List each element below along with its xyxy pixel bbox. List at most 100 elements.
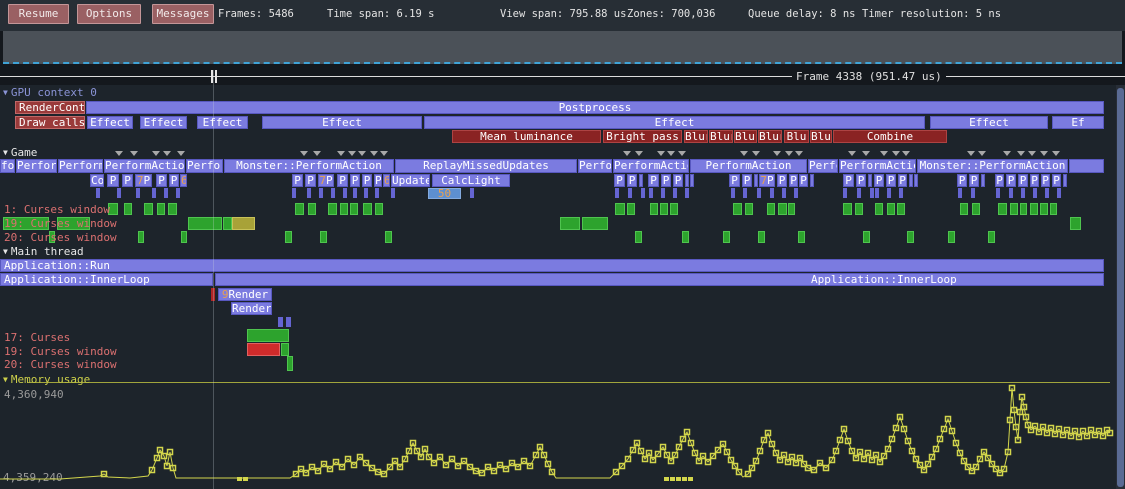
zone-perfo[interactable]: Perfo [578,159,612,173]
zone-tick[interactable] [971,188,975,198]
section-game[interactable]: ▼ Game [3,146,38,159]
zone-bar[interactable] [385,231,392,243]
zone-bar[interactable] [211,288,215,301]
zone-p[interactable]: P [362,174,372,187]
zone-bar[interactable] [108,203,118,215]
zone-bar[interactable] [223,217,232,230]
zone-bar[interactable] [168,203,177,215]
zone-tick[interactable] [319,188,323,198]
zone-bar[interactable] [810,174,814,187]
zone-tick[interactable] [899,188,903,198]
zone-effect[interactable]: Effect [424,116,925,129]
zone-tick[interactable] [743,188,747,198]
zone-bright-pass[interactable]: Bright pass [603,130,682,143]
zone-bar[interactable] [843,203,852,215]
zone-tick[interactable] [353,188,357,198]
zone-bar[interactable] [855,203,863,215]
zone-p[interactable]: P [898,174,907,187]
zone-bar[interactable] [635,231,642,243]
zone-bar[interactable] [1070,217,1081,230]
zone-bar[interactable] [627,203,635,215]
zone-6[interactable]: 6 [383,174,390,187]
section-gpu-context[interactable]: ▼ GPU context 0 [3,86,97,99]
zone-bar[interactable] [907,231,914,243]
zone-bar[interactable] [685,174,689,187]
zone-bar[interactable] [868,174,872,187]
zone-p[interactable]: P [169,174,179,187]
zone-monster-performaction[interactable]: Monster::PerformAction [224,159,394,173]
zone-calclight[interactable]: CalcLight [432,174,510,187]
zone-tick[interactable] [870,188,874,198]
zone-perfc[interactable]: Perfc [808,159,838,173]
zone-7p[interactable]: 7P [135,174,152,187]
zone-bar[interactable] [232,217,255,230]
zone-p[interactable]: P [729,174,740,187]
zone-bar[interactable] [247,343,280,356]
zone-effect[interactable]: Effect [87,116,133,129]
zone-tick[interactable] [164,188,168,198]
zone-effect[interactable]: Effect [262,116,422,129]
zone-tick[interactable] [661,188,665,198]
zone-tick[interactable] [731,188,735,198]
zone-bar[interactable] [375,203,383,215]
zone-p[interactable]: P [122,174,133,187]
zone-p[interactable]: P [350,174,360,187]
zone-tick[interactable] [782,188,786,198]
zone-bar[interactable] [287,356,293,371]
zone-tick[interactable] [857,188,861,198]
zone-7p[interactable]: 7P [318,174,334,187]
frames-overview-strip[interactable] [3,31,1122,64]
zone-p[interactable]: P [374,174,382,187]
zone-update[interactable]: Update [391,174,430,187]
zone-p[interactable]: P [856,174,866,187]
zone-bar[interactable] [972,203,980,215]
zone-tick[interactable] [615,188,619,198]
zone-bar[interactable] [778,203,787,215]
zone-bar[interactable] [682,231,689,243]
zone-p[interactable]: P [843,174,854,187]
zone-6[interactable]: 6 [180,174,187,187]
zone-bar[interactable] [948,231,955,243]
zone-bar[interactable] [308,203,316,215]
zone-bar[interactable] [660,203,668,215]
zone-p[interactable]: P [777,174,787,187]
zone-tick[interactable] [96,188,100,198]
zone-replaymissedupdates[interactable]: ReplayMissedUpdates [395,159,577,173]
zone-application-innerloop[interactable]: Application::InnerLoop [0,273,213,286]
zone-fo[interactable]: fo [0,159,15,173]
zone-bar[interactable] [615,203,625,215]
zone-blur[interactable]: Blur [810,130,832,143]
zone-bar[interactable] [138,231,144,243]
zone-tick[interactable] [794,188,798,198]
zone-bar[interactable] [723,231,730,243]
zone-bar[interactable] [733,203,742,215]
zone-tick[interactable] [1045,188,1049,198]
zone-tick[interactable] [843,188,847,198]
zone-tick[interactable] [307,188,311,198]
zone-p[interactable]: P [1018,174,1028,187]
zone-bar[interactable] [1050,203,1057,215]
zone-bar[interactable] [281,343,289,356]
zone-ef[interactable]: Ef [1052,116,1104,129]
zone-bar[interactable] [960,203,968,215]
zone-blur[interactable]: Blur [709,130,733,143]
zone-performactio[interactable]: PerformActio [613,159,689,173]
zone-tick[interactable] [887,188,891,198]
section-memory-usage[interactable]: ▼ Memory usage [3,373,91,386]
zone-tick[interactable] [391,188,395,198]
zone-performactic[interactable]: PerformActic [839,159,916,173]
zone-bar[interactable] [1063,174,1067,187]
zone-bar[interactable] [998,203,1007,215]
zone-bar[interactable] [1069,159,1104,173]
zone-p[interactable]: P [1030,174,1039,187]
zone-bar[interactable] [745,203,753,215]
zone-tick[interactable] [136,188,140,198]
zone-bar[interactable] [788,203,795,215]
zone-tick[interactable] [757,188,761,198]
zone-p[interactable]: P [874,174,884,187]
zone-p[interactable]: P [292,174,303,187]
zone-bar[interactable] [1040,203,1048,215]
zone-p[interactable]: P [305,174,316,187]
zone-p[interactable]: P [886,174,896,187]
zone-bar[interactable] [560,217,580,230]
